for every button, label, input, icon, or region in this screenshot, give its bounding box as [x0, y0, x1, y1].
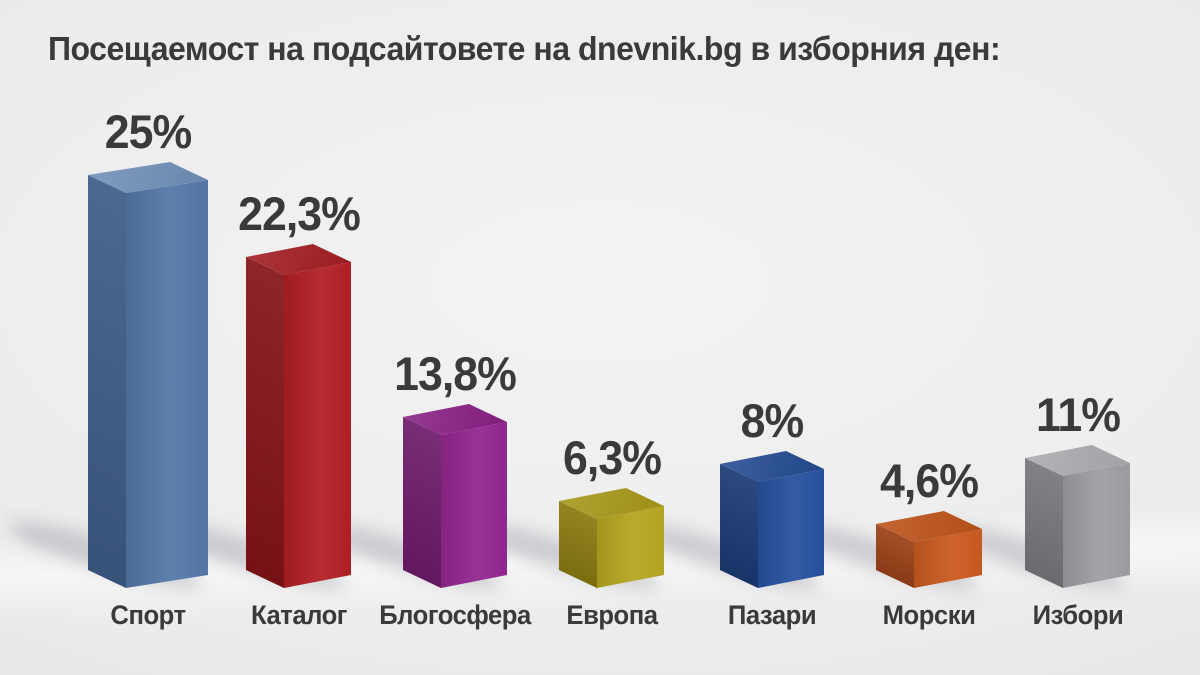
bar-group: 8% Пазари: [642, 394, 824, 630]
bar-value-label: 13,8%: [394, 347, 517, 400]
bar-category-label: Европа: [565, 600, 658, 630]
bar-value-label: 11%: [1035, 388, 1120, 441]
bar-side-face: [88, 175, 126, 588]
bar-side-face: [1025, 458, 1063, 588]
bar-group: 13,8% Блогосфера: [325, 347, 531, 630]
bar-value-label: 6,3%: [562, 431, 662, 484]
bar-front-face: [126, 180, 208, 588]
bar-value-label: 25%: [104, 105, 192, 158]
bar-front-face: [284, 262, 351, 588]
bar-category-label: Морски: [882, 600, 976, 630]
bar-category-label: Пазари: [727, 600, 817, 630]
bar-front-face: [1063, 463, 1130, 588]
bar-group: 4,6% Морски: [798, 454, 982, 630]
bar-category-label: Каталог: [250, 600, 347, 630]
bar-category-label: Блогосфера: [379, 600, 531, 630]
bar-front-face: [758, 469, 824, 588]
bar-category-label: Спорт: [110, 600, 186, 630]
bar-value-label: 8%: [740, 394, 805, 447]
bar-value-label: 4,6%: [880, 454, 979, 507]
bar-side-face: [403, 417, 441, 588]
bar-group: 6,3% Европа: [481, 431, 664, 630]
bar-front-face: [597, 506, 664, 588]
bar-side-face: [720, 464, 758, 588]
bar-group: 22,3% Каталог: [168, 187, 360, 630]
chart-title: Посещаемост на подсайтовете на dnevnik.b…: [48, 30, 1001, 67]
bar-front-face: [441, 422, 507, 588]
bar-side-face: [246, 257, 284, 588]
bar-category-label: Избори: [1032, 600, 1123, 630]
bar-value-label: 22,3%: [237, 187, 361, 240]
bar-group: 25% Спорт: [10, 105, 208, 630]
bar-group: 11% Избори: [947, 388, 1130, 630]
